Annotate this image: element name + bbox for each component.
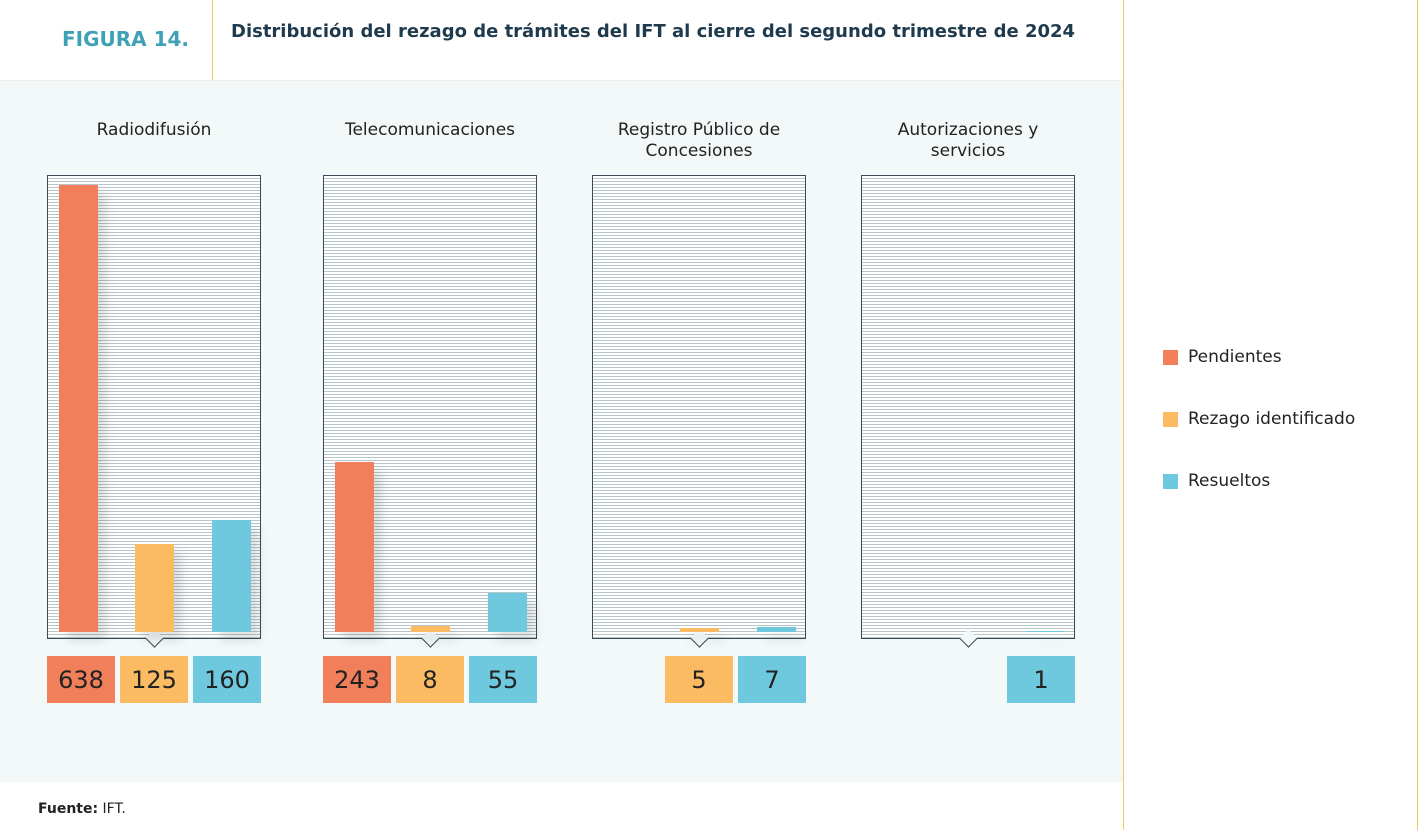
bar (679, 628, 719, 632)
divider (1123, 0, 1124, 830)
value-label: 160 (193, 656, 261, 703)
legend-swatch (1163, 473, 1178, 489)
category-label: Registro Público de Concesiones (617, 120, 781, 161)
legend-item: Resueltos (1163, 471, 1270, 491)
chart-title: Distribución del rezago de trámites del … (231, 21, 1076, 42)
value-label: 5 (665, 656, 733, 703)
source-text: IFT. (102, 801, 126, 817)
value-label: 1 (1007, 656, 1075, 703)
legend-swatch (1163, 411, 1178, 427)
bar (58, 185, 98, 632)
category-label: Autorizaciones y servicios (897, 120, 1039, 161)
value-label: 8 (396, 656, 464, 703)
source-label: Fuente: (38, 801, 99, 817)
category-label: Telecomunicaciones (344, 120, 516, 140)
value-label: 55 (469, 656, 537, 703)
legend-item: Pendientes (1163, 347, 1282, 367)
panel (861, 175, 1075, 639)
bar (487, 593, 527, 632)
value-label: 243 (323, 656, 391, 703)
value-label: 7 (738, 656, 806, 703)
figure-label: FIGURA 14. (62, 27, 190, 51)
legend-label: Rezago identificado (1188, 409, 1356, 429)
legend-item: Rezago identificado (1163, 409, 1355, 429)
legend-swatch (1163, 349, 1178, 365)
legend-label: Resueltos (1188, 471, 1271, 491)
value-label: 125 (120, 656, 188, 703)
bar (134, 544, 174, 632)
divider (1417, 0, 1418, 830)
value-label: 638 (47, 656, 115, 703)
divider (212, 0, 213, 80)
bar (334, 461, 374, 632)
bar (410, 626, 450, 632)
source: Fuente: IFT. (38, 801, 126, 817)
bar (1025, 630, 1065, 632)
panel (592, 175, 806, 639)
legend-label: Pendientes (1188, 347, 1282, 367)
bar (756, 627, 796, 632)
bar (211, 519, 251, 632)
category-label: Radiodifusión (96, 120, 212, 140)
